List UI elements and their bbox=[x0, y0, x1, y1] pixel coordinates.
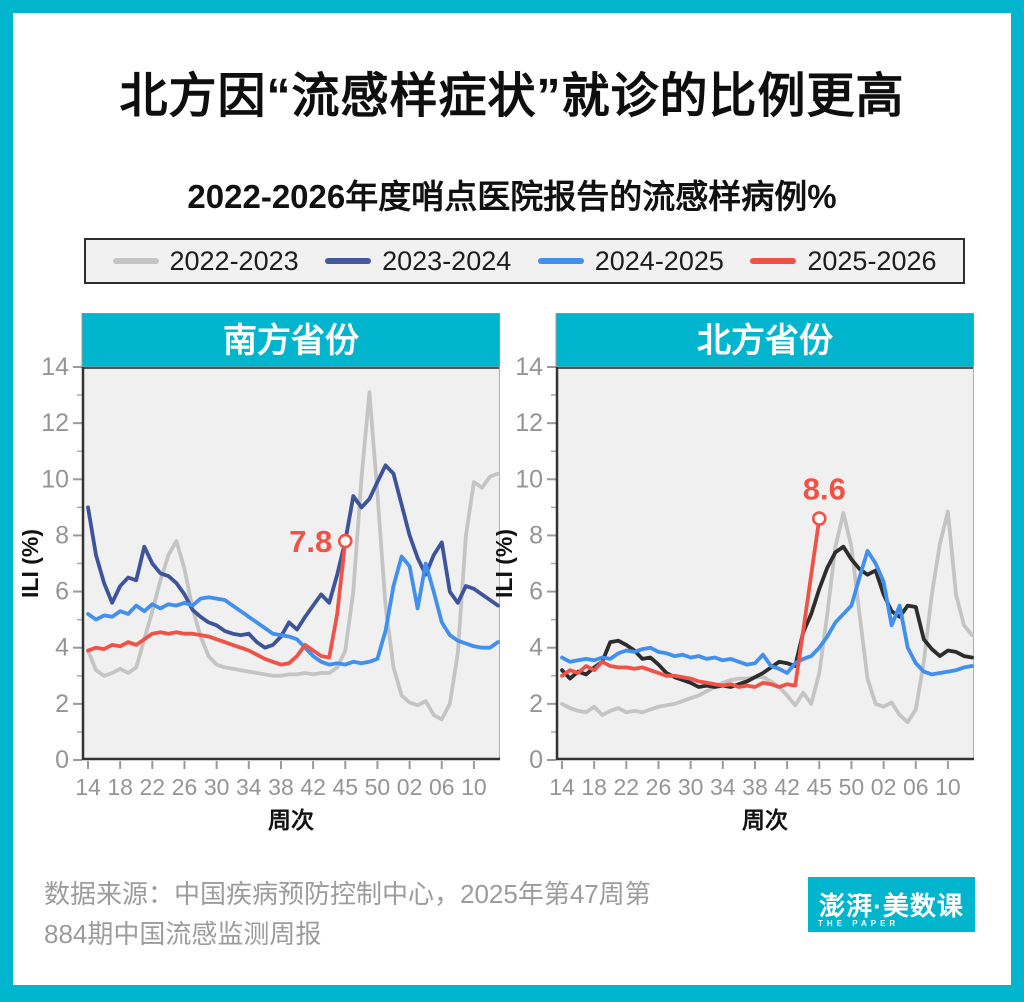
x-tick-label: 45 bbox=[806, 774, 832, 800]
series-line-2022-2023 bbox=[86, 390, 500, 722]
x-axis-title: 周次 bbox=[268, 807, 314, 833]
x-tick-label: 06 bbox=[903, 774, 929, 800]
y-axis-title: ILI (%) bbox=[22, 529, 43, 598]
data-source-line2: 884期中国流感监测周报 bbox=[44, 919, 322, 949]
series-line-2025-2026 bbox=[86, 539, 348, 667]
series-line-2024-2025 bbox=[560, 548, 974, 677]
x-tick-label: 14 bbox=[549, 774, 575, 800]
y-tick-label: 2 bbox=[529, 690, 543, 718]
legend-label: 2023-2024 bbox=[382, 245, 512, 276]
y-tick-label: 14 bbox=[515, 353, 543, 381]
x-tick-label: 34 bbox=[236, 774, 262, 800]
legend-swatch-2024-2025 bbox=[537, 258, 584, 264]
y-tick-label: 0 bbox=[55, 746, 69, 774]
latest-value-annotation: 8.6 bbox=[803, 472, 846, 507]
x-tick-label: 50 bbox=[839, 774, 865, 800]
x-tick-label: 02 bbox=[397, 774, 423, 800]
y-tick-label: 6 bbox=[55, 578, 69, 606]
x-tick-label: 10 bbox=[935, 774, 961, 800]
y-tick-label: 14 bbox=[41, 353, 69, 381]
x-tick-label: 22 bbox=[614, 774, 640, 800]
x-tick-label: 18 bbox=[107, 774, 133, 800]
publisher-logo: 澎湃·美数课 THE PAPER bbox=[808, 877, 975, 932]
plot-area bbox=[82, 367, 500, 760]
x-tick-label: 38 bbox=[268, 774, 294, 800]
legend-label: 2024-2025 bbox=[594, 245, 724, 276]
y-tick-label: 0 bbox=[529, 746, 543, 774]
plot-area bbox=[556, 367, 974, 760]
chart-southern-provinces: 南方省份 0 2 4 6 8 10 12 14 14 18 22 26 30 34 38 42 45 50 02 06 1… bbox=[17, 312, 501, 833]
y-tick-label: 8 bbox=[529, 521, 543, 549]
y-tick-label: 4 bbox=[529, 634, 543, 662]
x-tick-label: 30 bbox=[678, 774, 704, 800]
legend-item-2022-2023: 2022-2023 bbox=[112, 245, 299, 277]
y-tick-label: 12 bbox=[41, 409, 69, 437]
legend-swatch-2022-2023 bbox=[112, 258, 159, 264]
x-tick-label: 26 bbox=[646, 774, 672, 800]
panel-title: 北方省份 bbox=[697, 322, 833, 360]
logo-sub-text: THE PAPER bbox=[818, 919, 900, 928]
y-tick-label: 2 bbox=[55, 690, 69, 718]
x-tick-label: 50 bbox=[365, 774, 391, 800]
legend-item-2023-2024: 2023-2024 bbox=[325, 246, 511, 277]
x-tick-label: 14 bbox=[75, 774, 101, 800]
x-tick-label: 18 bbox=[581, 774, 607, 800]
legend-label: 2025-2026 bbox=[807, 245, 937, 276]
page-title: 北方因“流感样症状”就诊的比例更高 bbox=[119, 70, 905, 123]
y-tick-label: 10 bbox=[41, 465, 69, 493]
x-tick-label: 06 bbox=[429, 774, 455, 800]
data-source-line1: 数据来源：中国疾病预防控制中心，2025年第47周第 bbox=[44, 879, 651, 909]
legend-item-2025-2026: 2025-2026 bbox=[750, 245, 937, 277]
y-tick-label: 4 bbox=[55, 634, 69, 662]
x-tick-label: 26 bbox=[172, 774, 198, 800]
x-tick-label: 42 bbox=[774, 774, 800, 800]
x-tick-label: 22 bbox=[140, 774, 166, 800]
legend-swatch-2023-2024 bbox=[325, 258, 372, 264]
x-tick-label: 34 bbox=[710, 774, 736, 800]
latest-point-marker bbox=[811, 511, 827, 526]
x-tick-label: 02 bbox=[871, 774, 897, 800]
series-line-2022-2023 bbox=[560, 509, 974, 725]
x-tick-label: 42 bbox=[300, 774, 326, 800]
chart-northern-provinces: 北方省份 0 2 4 6 8 10 12 14 14 18 22 26 30 34 38 42 45 50 02 06 1… bbox=[491, 312, 975, 833]
legend-bar: 2022-2023 2023-2024 2024-2025 2025-2026 bbox=[84, 238, 965, 284]
series-line-2024-2025 bbox=[86, 554, 500, 667]
x-tick-label: 38 bbox=[742, 774, 768, 800]
y-tick-label: 8 bbox=[55, 521, 69, 549]
x-tick-label: 10 bbox=[461, 774, 487, 800]
latest-point-marker bbox=[337, 533, 353, 549]
x-tick-label: 45 bbox=[332, 774, 358, 800]
series-line-2023-2024 bbox=[86, 463, 500, 650]
data-source-note: 数据来源：中国疾病预防控制中心，2025年第47周第 884期中国流感监测周报 bbox=[44, 874, 764, 954]
legend-item-2024-2025: 2024-2025 bbox=[537, 245, 724, 277]
series-line-2023-2024 bbox=[560, 544, 974, 689]
latest-value-annotation: 7.8 bbox=[289, 524, 332, 559]
x-tick-label: 30 bbox=[204, 774, 230, 800]
x-axis-title: 周次 bbox=[742, 807, 788, 833]
legend-label: 2022-2023 bbox=[169, 245, 299, 276]
series-line-2025-2026 bbox=[560, 516, 822, 689]
y-tick-label: 10 bbox=[515, 465, 543, 493]
y-tick-label: 6 bbox=[529, 578, 543, 606]
page-subtitle: 2022-2026年度哨点医院报告的流感样病例% bbox=[187, 178, 837, 215]
panel-title: 南方省份 bbox=[223, 322, 359, 360]
legend-swatch-2025-2026 bbox=[750, 258, 797, 264]
y-axis-title: ILI (%) bbox=[496, 529, 517, 598]
y-tick-label: 12 bbox=[515, 409, 543, 437]
logo-main-text: 澎湃·美数课 bbox=[819, 891, 964, 921]
